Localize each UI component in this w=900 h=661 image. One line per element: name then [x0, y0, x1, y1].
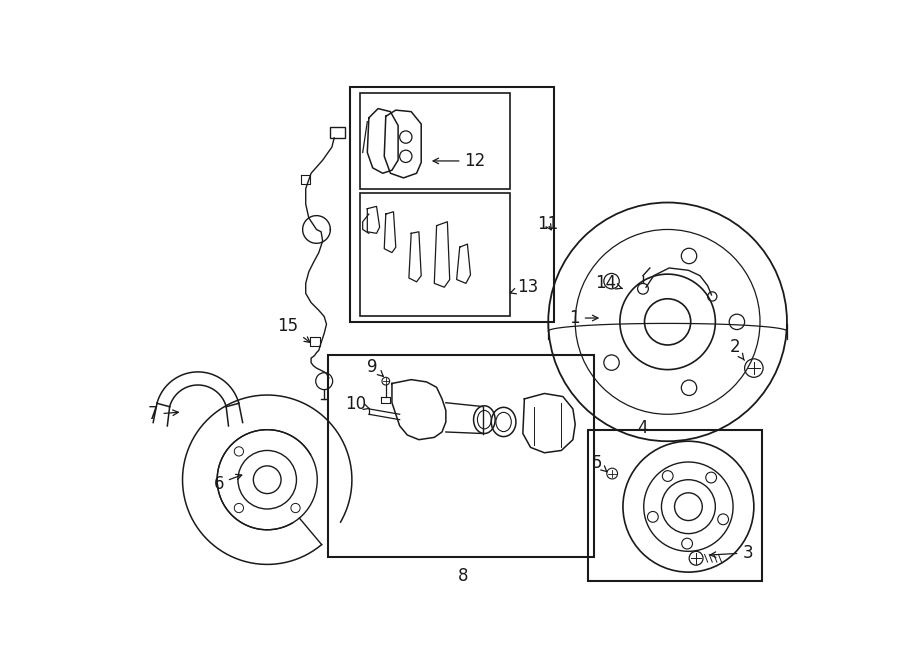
Bar [329, 127, 345, 138]
Text: 9: 9 [367, 358, 383, 376]
Text: 8: 8 [457, 567, 468, 585]
Bar [328, 355, 594, 557]
Text: 15: 15 [277, 317, 310, 342]
Bar [588, 430, 761, 582]
Text: 1: 1 [569, 309, 598, 327]
Text: 3: 3 [710, 544, 753, 562]
Text: 13: 13 [510, 278, 538, 296]
Text: 4: 4 [637, 419, 647, 437]
Bar [360, 193, 509, 317]
Text: 5: 5 [591, 454, 608, 472]
Text: 12: 12 [433, 152, 486, 170]
Text: 7: 7 [148, 405, 178, 423]
Text: 6: 6 [213, 475, 242, 492]
Text: 2: 2 [729, 338, 744, 360]
Text: 11: 11 [537, 215, 558, 233]
Bar [360, 93, 509, 190]
Bar [349, 87, 554, 322]
Text: 14: 14 [596, 274, 622, 292]
Text: 10: 10 [346, 395, 369, 413]
